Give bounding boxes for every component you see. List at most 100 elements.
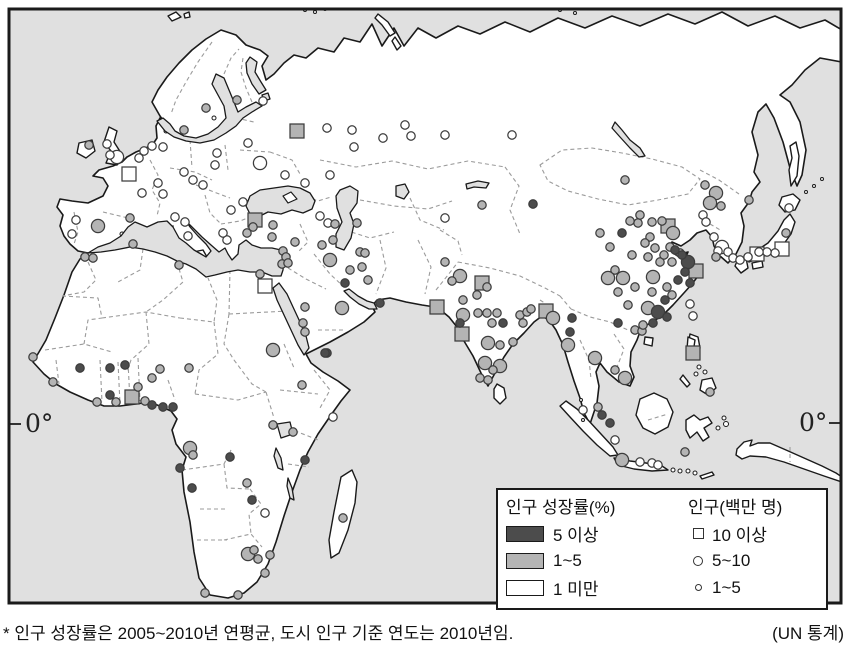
city-marker — [711, 252, 721, 262]
city-marker — [477, 355, 493, 371]
country-border — [287, 427, 319, 441]
city-marker — [617, 370, 633, 386]
city-marker — [180, 217, 190, 227]
country-border — [179, 277, 218, 323]
city-marker — [357, 262, 367, 272]
growth-label: 1 미만 — [553, 580, 599, 599]
city-marker — [480, 335, 496, 351]
city-marker — [645, 232, 655, 242]
country-border — [709, 223, 723, 232]
city-marker — [597, 410, 607, 420]
city-marker — [680, 447, 690, 457]
city-marker — [613, 318, 623, 328]
city-marker — [325, 170, 335, 180]
equator-label-left: 0° — [25, 409, 53, 438]
small-island — [715, 425, 721, 431]
growth-label: 5 이상 — [553, 526, 599, 545]
country-border — [194, 391, 267, 401]
sea — [245, 56, 267, 95]
city-marker — [744, 195, 754, 205]
island — [167, 11, 182, 22]
country-border — [223, 533, 263, 548]
small-island — [685, 468, 691, 474]
island — [391, 36, 402, 51]
country-border — [228, 310, 289, 315]
city-marker — [168, 402, 178, 412]
city-marker — [184, 363, 194, 373]
city-marker — [770, 248, 780, 258]
country-border — [83, 317, 103, 345]
city-marker — [507, 130, 517, 140]
city-marker — [610, 435, 620, 445]
city-marker — [48, 377, 58, 387]
city-marker — [508, 337, 518, 347]
city-marker — [158, 142, 168, 152]
city-marker — [784, 203, 794, 213]
equator-label-right: 0° — [799, 408, 827, 437]
city-marker — [482, 282, 492, 292]
country-border — [613, 333, 625, 368]
city-marker — [378, 133, 388, 143]
sea — [245, 185, 316, 218]
city-marker — [633, 218, 643, 228]
city-marker — [200, 588, 210, 598]
country-border — [169, 167, 213, 181]
city-marker — [645, 269, 661, 285]
city-marker — [440, 213, 450, 223]
city-marker — [128, 239, 138, 249]
small-island — [670, 467, 676, 473]
city-marker — [153, 178, 163, 188]
growth-label: 1~5 — [553, 550, 582, 570]
city-marker — [665, 225, 681, 241]
small-circle-icon — [694, 584, 702, 591]
country-border — [240, 57, 253, 103]
city-marker — [105, 150, 115, 160]
city-marker — [253, 554, 263, 564]
city-marker — [526, 304, 536, 314]
city-marker — [447, 276, 457, 286]
city-marker — [198, 180, 208, 190]
city-marker — [495, 340, 505, 350]
legend-growth-column: 인구 성장률(%) 5 이상 1~5 1 미만 — [506, 496, 674, 602]
country-border — [504, 166, 521, 235]
country-border — [359, 199, 453, 210]
country-border — [102, 211, 129, 219]
city-marker — [330, 219, 340, 229]
city-marker — [488, 365, 498, 375]
city-marker — [105, 363, 115, 373]
country-border — [699, 169, 740, 195]
city-marker — [183, 231, 193, 241]
country-border — [194, 321, 219, 395]
city-marker — [640, 238, 650, 248]
city-marker — [125, 213, 135, 223]
country-border — [647, 413, 669, 421]
sea — [395, 183, 410, 200]
city-marker — [716, 201, 726, 211]
city-marker — [238, 197, 248, 207]
city-marker — [300, 327, 310, 337]
city-marker — [452, 268, 468, 284]
city-marker — [477, 200, 487, 210]
country-border — [73, 211, 79, 245]
city-marker — [659, 250, 669, 260]
city-marker — [762, 247, 772, 257]
small-island — [702, 369, 708, 375]
pop-label: 5~10 — [712, 550, 751, 570]
city-marker — [137, 188, 147, 198]
country-border — [117, 361, 121, 405]
country-border — [417, 239, 432, 295]
city-marker — [242, 478, 252, 488]
city-marker — [90, 218, 106, 234]
city-marker — [334, 300, 350, 316]
city-marker — [133, 382, 143, 392]
city-marker — [322, 252, 338, 268]
country-border — [204, 194, 222, 225]
city-marker — [610, 265, 620, 275]
growth-swatch — [506, 525, 544, 542]
legend-pop-item: 1~5 — [688, 574, 767, 601]
city-marker — [613, 287, 623, 297]
city-marker — [300, 302, 310, 312]
world-map: 0° 0° — [7, 7, 843, 605]
country-border — [223, 48, 240, 75]
city-marker — [218, 228, 228, 238]
